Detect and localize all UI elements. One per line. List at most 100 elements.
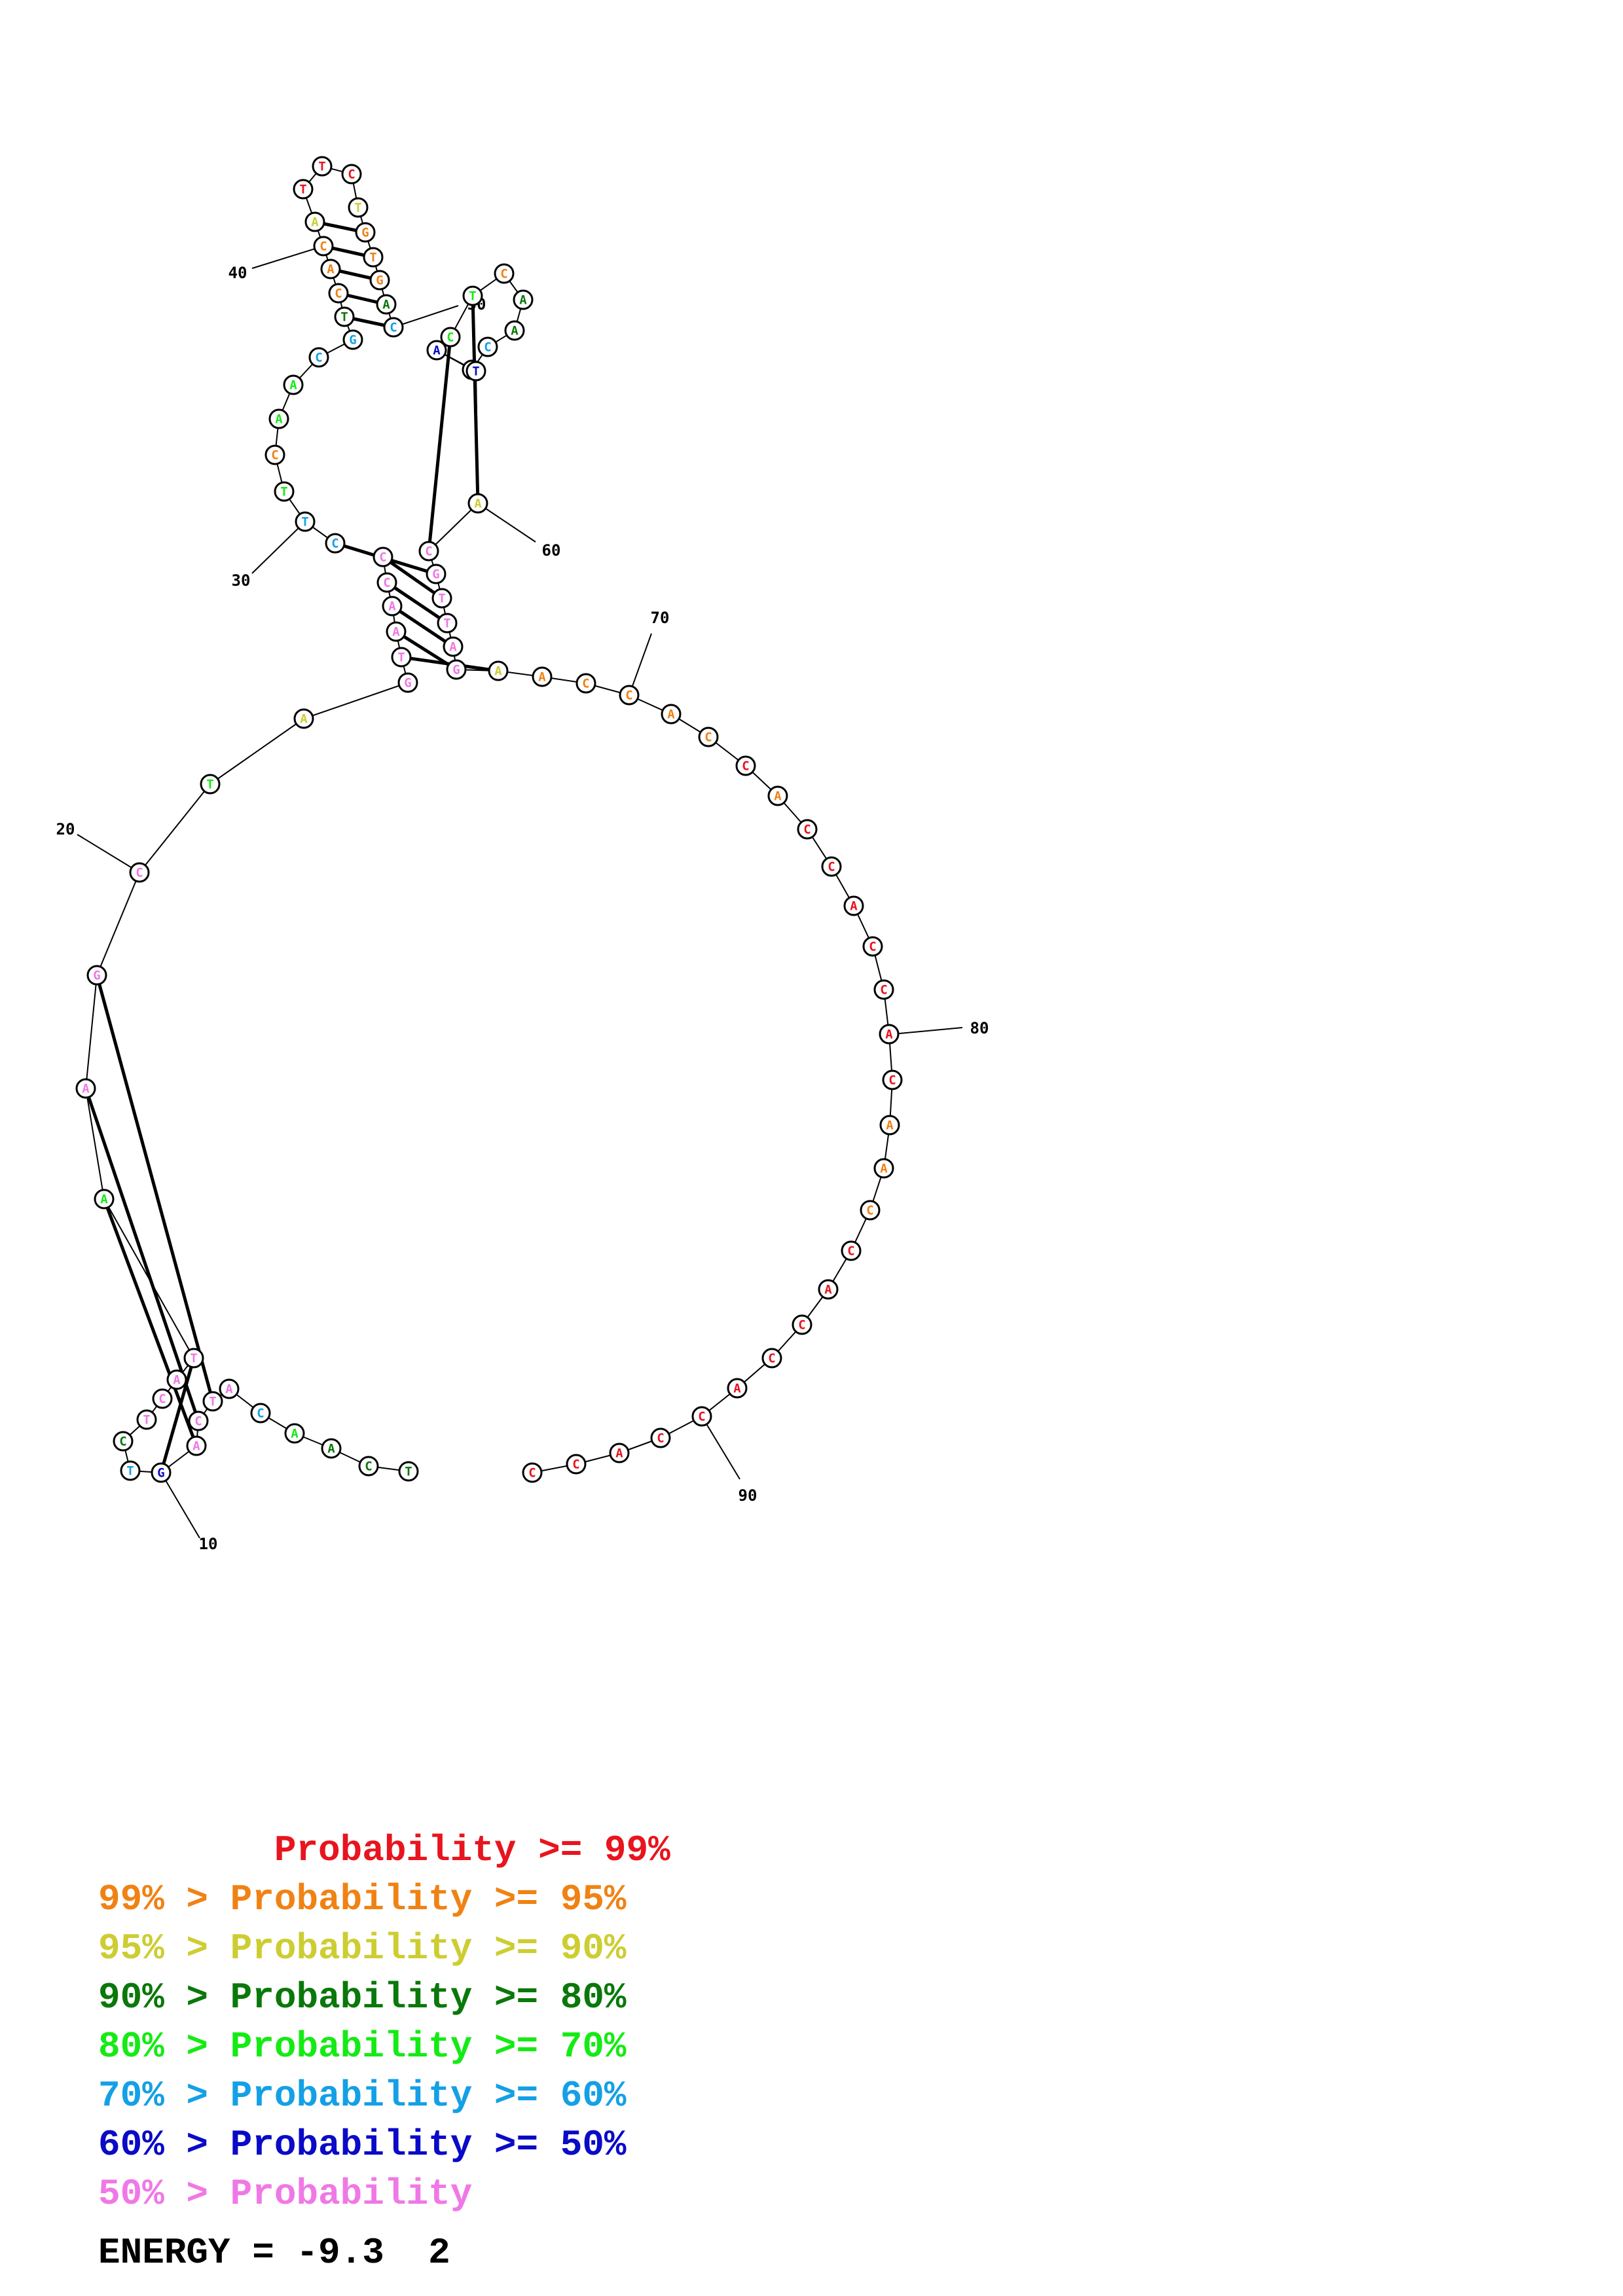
legend-row-99: Probability >= 99% (98, 1829, 670, 1871)
nucleotide-letter: C (803, 823, 811, 837)
nucleotide: C (477, 336, 498, 357)
nucleotide-letter: C (319, 240, 327, 254)
nucleotide-letter: C (348, 168, 355, 182)
nucleotide-circle (363, 247, 384, 268)
nucleotide-letter: C (365, 1460, 372, 1474)
backbone-segment (303, 682, 409, 719)
nucleotide: T (391, 647, 412, 668)
nucleotide-circle (268, 408, 289, 429)
nucleotide-letter: C (335, 287, 342, 301)
nucleotide: A (166, 1369, 187, 1390)
nucleotide-letter: A (474, 497, 482, 511)
nucleotide: A (75, 1078, 96, 1099)
base-pair-bond (159, 1357, 196, 1473)
nucleotide: C (383, 317, 404, 338)
nucleotide-letter: C (698, 1410, 705, 1424)
nucleotide: A (879, 1024, 900, 1045)
legend-row-90: 95% > Probability >= 90% (98, 1928, 627, 1969)
nucleotide-circle (446, 659, 467, 680)
nucleotide-circle (348, 197, 369, 218)
nucleotide-circle (619, 685, 640, 706)
nucleotide-circle (767, 785, 788, 806)
nucleotide-letter: A (327, 262, 335, 277)
nucleotide-letter: C (315, 351, 322, 365)
nucleotide: C (735, 755, 756, 776)
nucleotide: C (264, 444, 285, 465)
nucleotide-circle (284, 1423, 305, 1444)
nucleotide-circle (879, 1024, 900, 1045)
nucleotide: T (431, 588, 452, 609)
position-tick (160, 1472, 200, 1539)
nucleotide-circle (274, 481, 295, 502)
nucleotide: A (843, 895, 864, 916)
nucleotide-circle (761, 1348, 782, 1369)
nucleotide: A (186, 1435, 207, 1456)
nucleotide-circle (879, 1115, 900, 1136)
nucleotide-letter: T (206, 778, 213, 792)
nucleotide: T (293, 179, 314, 200)
nucleotide-circle (818, 1279, 839, 1300)
position-tick (892, 1027, 963, 1035)
nucleotide: C (358, 1456, 379, 1477)
nucleotide-letter: C (657, 1431, 664, 1446)
nucleotide-letter: T (438, 592, 445, 606)
position-tick (477, 503, 536, 543)
nucleotide: T (295, 511, 316, 532)
nucleotide: T (363, 247, 384, 268)
nucleotide-circle (797, 819, 818, 840)
backbone-segment (210, 718, 304, 785)
nucleotide-circle (477, 336, 498, 357)
base-pair-bond (386, 581, 448, 625)
nucleotide-circle (465, 361, 486, 382)
nucleotide-letter: A (433, 344, 441, 358)
nucleotide-circle (86, 965, 107, 986)
base-pair-bond (391, 604, 454, 649)
nucleotide: A (321, 1438, 342, 1459)
nucleotide-letter: C (582, 677, 589, 691)
nucleotide-circle (494, 263, 515, 284)
nucleotide-letter: A (388, 600, 396, 614)
nucleotide-letter: G (452, 663, 460, 677)
position-ticks: 102030405060708090 (56, 245, 989, 1553)
nucleotide: C (188, 1410, 209, 1431)
position-label-80: 80 (970, 1019, 989, 1037)
nucleotide: G (342, 329, 363, 350)
nucleotide-letter: A (667, 708, 675, 722)
nucleotide-circle (369, 270, 390, 291)
nucleotide: T (200, 774, 221, 795)
nucleotide-circle (75, 1078, 96, 1099)
nucleotide: C (575, 673, 596, 694)
nucleotide-letter: A (311, 215, 319, 230)
nucleotide: C (418, 541, 439, 562)
nucleotide: A (727, 1378, 748, 1399)
nucleotide: A (320, 259, 341, 279)
nucleotide: C (691, 1406, 712, 1427)
nucleotide-circle (183, 1348, 204, 1369)
nucleotide: A (661, 704, 682, 725)
nucleotide: T (334, 306, 355, 327)
nucleotide-letter: C (379, 550, 386, 565)
nucleotide-letter: A (392, 625, 400, 639)
nucleotide-circle (391, 647, 412, 668)
nucleotide-letter: G (93, 969, 100, 983)
nucleotide-circle (341, 164, 362, 185)
nucleotide-circle (609, 1443, 630, 1463)
nucleotide-circle (293, 708, 314, 729)
nucleotide: G (369, 270, 390, 291)
nucleotide-circle (873, 979, 894, 1000)
nucleotide: A (386, 621, 407, 642)
backbone-segment (428, 503, 479, 552)
nucleotide-letter: C (768, 1352, 775, 1366)
nucleotide-circle (129, 862, 150, 883)
base-pair-bond (84, 1088, 200, 1422)
position-label-30: 30 (232, 571, 251, 590)
nucleotide-letter: T (472, 365, 479, 379)
nucleotide: C (566, 1454, 587, 1475)
nucleotide-letter: T (299, 183, 306, 197)
nucleotide-letter: A (733, 1382, 741, 1396)
nucleotide-circle (532, 666, 553, 687)
backbone-segment (139, 783, 211, 873)
nucleotide: A (284, 1423, 305, 1444)
nucleotide-circle (522, 1462, 543, 1483)
nucleotide: A (873, 1158, 894, 1179)
